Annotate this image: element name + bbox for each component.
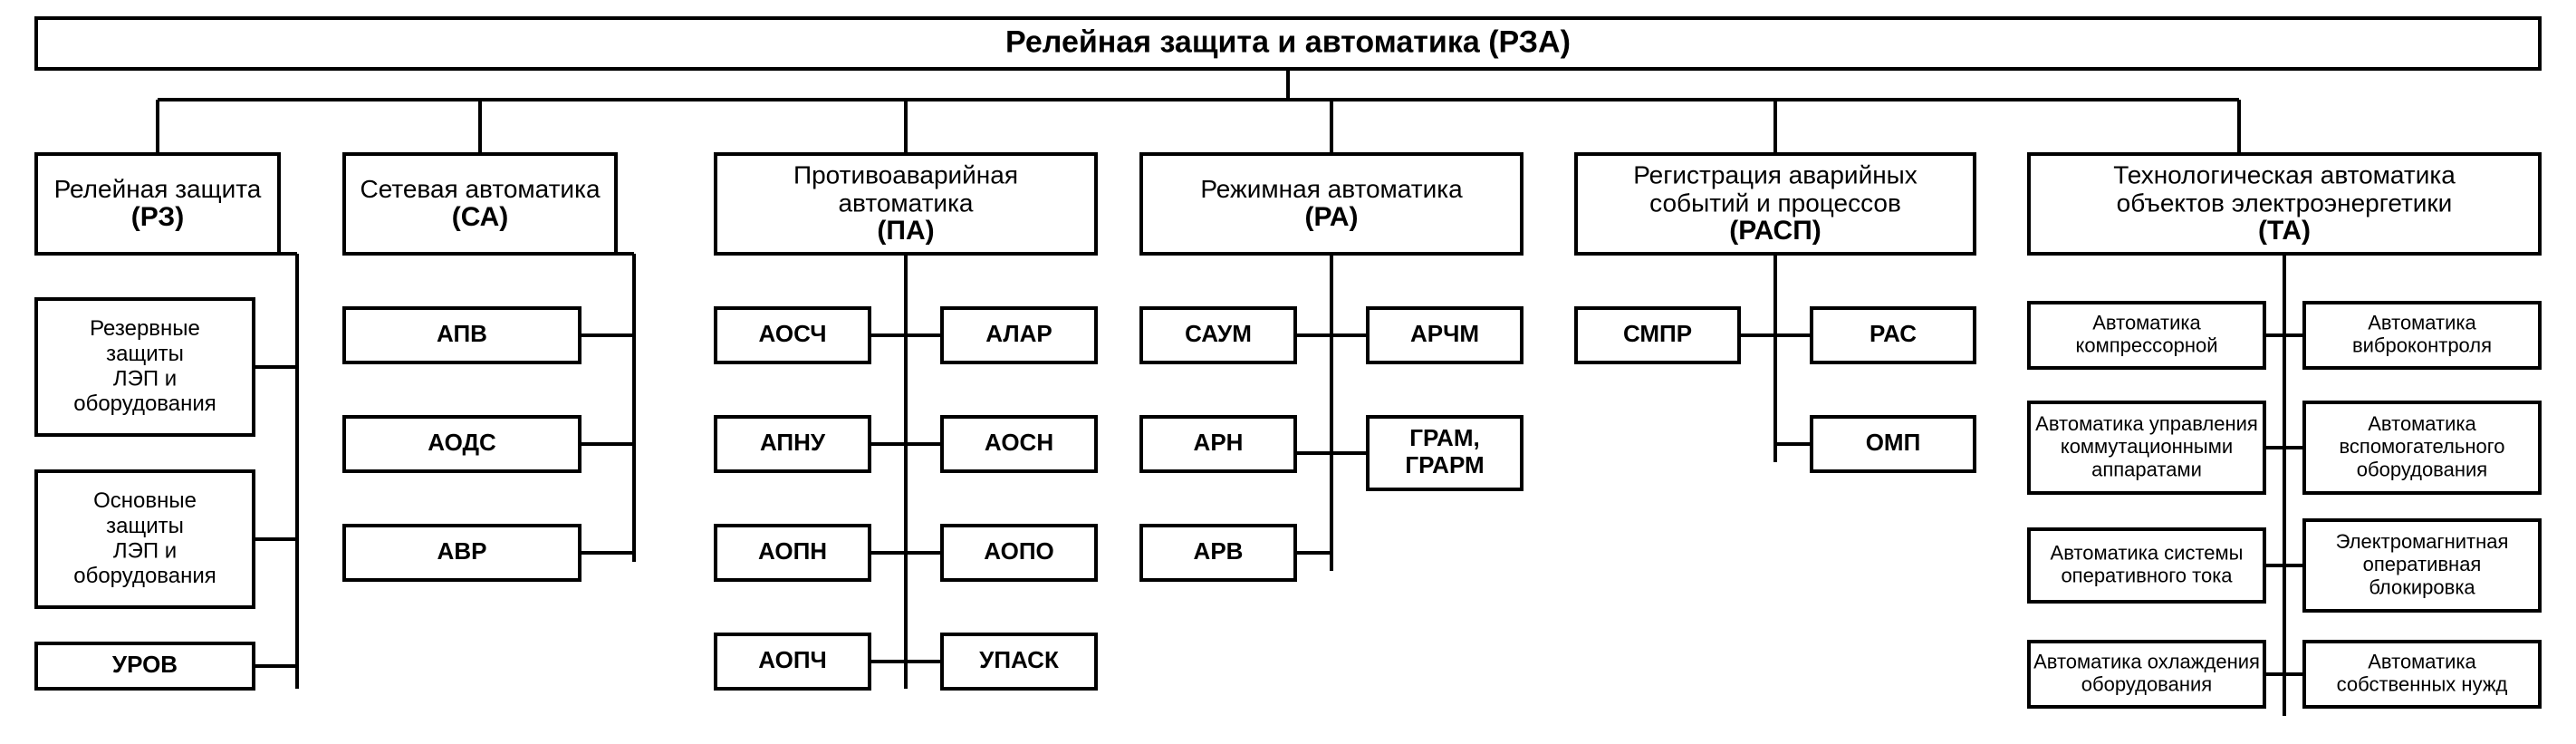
leaf-label-ta-L0: Автоматика	[2092, 311, 2201, 333]
leaf-label-ra-R0: АРЧМ	[1410, 320, 1479, 347]
branch-title-rz: Релейная защита	[54, 175, 262, 203]
leaf-label-ra-R1: ГРАМ,	[1409, 424, 1479, 451]
leaf-label-pa-R0: АЛАР	[985, 320, 1052, 347]
leaf-label-ta-R2: оперативная	[2363, 553, 2482, 575]
leaf-label-sa-2: АВР	[437, 537, 487, 565]
branch-title-ra: Режимная автоматика	[1200, 175, 1463, 203]
leaf-label-rz-0: ЛЭП и	[113, 366, 177, 391]
leaf-label-ta-L3: оборудования	[2081, 673, 2212, 696]
branch-abbrev-rz: (РЗ)	[131, 202, 184, 232]
leaf-label-sa-1: АОДС	[428, 429, 496, 456]
leaf-label-ta-R1: оборудования	[2357, 458, 2487, 480]
leaf-label-ta-R1: Автоматика	[2368, 412, 2476, 435]
leaf-label-ta-L2: оперативного тока	[2061, 565, 2233, 587]
leaf-label-ra-R1: ГРАРМ	[1405, 451, 1484, 478]
leaf-label-ta-L1: Автоматика управления	[2035, 412, 2258, 435]
leaf-label-rasp-R0: РАС	[1870, 320, 1917, 347]
branch-title-rasp: событий и процессов	[1649, 188, 1901, 217]
leaf-label-pa-L2: АОПН	[758, 537, 827, 565]
branch-abbrev-ra: (РА)	[1304, 202, 1358, 232]
branch-title-ta: объектов электроэнергетики	[2117, 188, 2453, 217]
branch-title-pa: автоматика	[838, 188, 973, 217]
leaf-label-sa-0: АПВ	[437, 320, 487, 347]
branch-abbrev-pa: (ПА)	[877, 216, 934, 246]
root-label: Релейная защита и автоматика (РЗА)	[1005, 24, 1571, 59]
leaf-label-ta-R1: вспомогательного	[2339, 435, 2504, 458]
branch-abbrev-rasp: (РАСП)	[1729, 216, 1821, 246]
leaf-label-ta-L3: Автоматика охлаждения	[2033, 650, 2260, 672]
leaf-label-pa-L0: АОСЧ	[758, 320, 826, 347]
leaf-label-rasp-R1: ОМП	[1866, 429, 1921, 456]
branch-title-ta: Технологическая автоматика	[2113, 161, 2456, 189]
leaf-label-rz-1: Основные	[93, 488, 197, 513]
leaf-label-rz-0: Резервные	[90, 316, 200, 341]
leaf-label-ra-L0: САУМ	[1185, 320, 1252, 347]
leaf-label-ta-L2: Автоматика системы	[2051, 541, 2244, 564]
leaf-label-ra-L2: АРВ	[1194, 537, 1244, 565]
leaf-label-rz-0: защиты	[106, 342, 184, 366]
rza-hierarchy-diagram: Релейная защита и автоматика (РЗА) Релейн…	[0, 0, 2576, 744]
leaf-label-rz-2: УРОВ	[112, 651, 178, 678]
leaf-label-rz-1: защиты	[106, 514, 184, 538]
leaf-label-pa-L1: АПНУ	[760, 429, 826, 456]
leaf-label-ta-R2: Электромагнитная	[2336, 530, 2509, 553]
leaf-label-pa-L3: АОПЧ	[758, 646, 827, 673]
leaf-label-ta-R0: виброконтроля	[2352, 334, 2492, 357]
leaf-label-ta-R3: Автоматика	[2368, 650, 2476, 672]
leaf-label-ta-R3: собственных нужд	[2337, 673, 2508, 696]
leaf-label-rz-1: оборудования	[73, 564, 216, 588]
leaf-label-ta-R2: блокировка	[2369, 575, 2475, 598]
leaf-label-rasp-L0: СМПР	[1623, 320, 1692, 347]
leaf-label-pa-R3: УПАСК	[979, 646, 1059, 673]
leaf-label-ta-L1: аппаратами	[2091, 458, 2202, 480]
leaf-label-pa-R2: АОПО	[984, 537, 1054, 565]
branch-abbrev-ta: (ТА)	[2258, 216, 2311, 246]
branch-title-pa: Противоаварийная	[793, 161, 1018, 189]
leaf-label-ta-L1: коммутационными	[2061, 435, 2233, 458]
leaf-label-rz-0: оборудования	[73, 391, 216, 416]
leaf-label-pa-R1: АОСН	[985, 429, 1053, 456]
leaf-label-ta-R0: Автоматика	[2368, 311, 2476, 333]
branch-title-sa: Сетевая автоматика	[360, 175, 600, 203]
leaf-label-rz-1: ЛЭП и	[113, 538, 177, 563]
leaf-label-ra-L1: АРН	[1194, 429, 1244, 456]
leaf-label-ta-L0: компрессорной	[2075, 334, 2217, 357]
branch-title-rasp: Регистрация аварийных	[1633, 161, 1918, 189]
branch-abbrev-sa: (СА)	[452, 202, 509, 232]
